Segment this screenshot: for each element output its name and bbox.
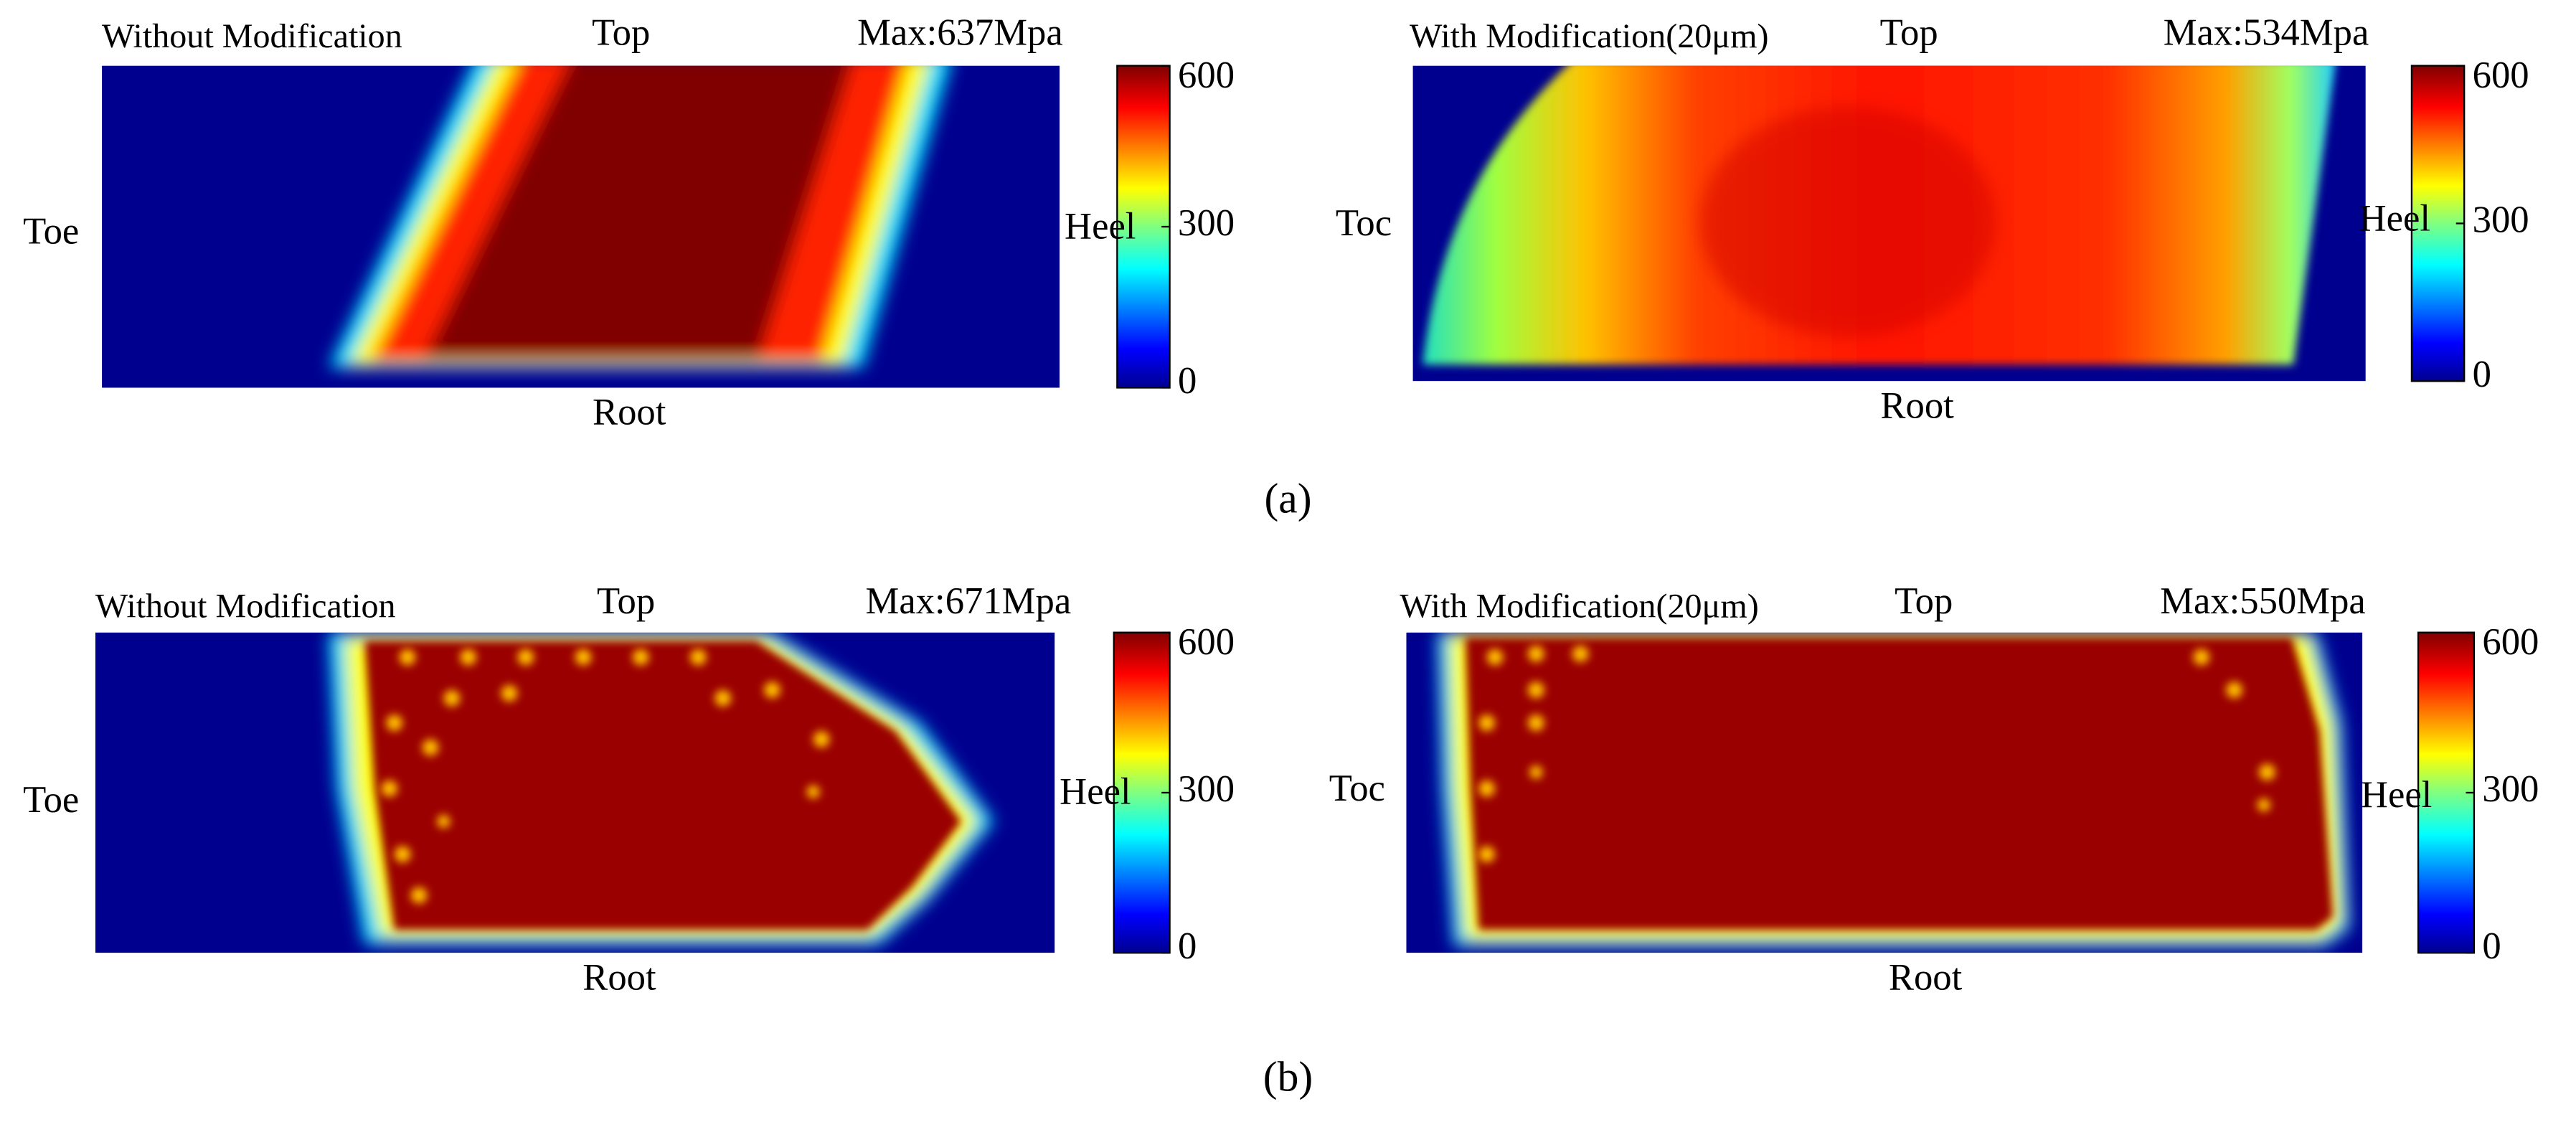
edge-label: Top	[592, 11, 650, 53]
edge-label: Top	[1880, 11, 1938, 53]
colorbar-tick-label: 0	[2482, 925, 2501, 967]
max-label: Max:637Mpa	[857, 11, 1063, 53]
edge-label: Top	[1895, 580, 1953, 622]
edge-label: Root	[1889, 956, 1963, 998]
max-label: Max:550Mpa	[2160, 580, 2366, 622]
colorbar-tick-label: 300	[1178, 768, 1235, 810]
edge-label: Root	[582, 956, 656, 998]
edge-label: Heel	[2359, 197, 2430, 239]
colorbar-tick-label: 300	[1178, 202, 1235, 244]
panel-title: With Modification(20μm)	[1400, 588, 1759, 626]
panel-title: Without Modification	[95, 588, 396, 626]
edge-label: Heel	[1065, 206, 1136, 247]
row-label: (a)	[1264, 474, 1311, 522]
colorbar-tick-label: 0	[1178, 360, 1197, 402]
colorbar-tick-label: 600	[2482, 621, 2539, 663]
stress-map	[1412, 65, 2366, 382]
stress-map	[102, 65, 1060, 388]
edge-label: Top	[597, 580, 655, 622]
edge-label: Root	[1880, 385, 1954, 426]
edge-label: Root	[593, 391, 666, 433]
edge-label: Heel	[2361, 774, 2432, 816]
colorbar-tick-label: 0	[2473, 354, 2491, 395]
edge-label: Heel	[1060, 770, 1131, 812]
colorbar-tick-label: 600	[1178, 55, 1235, 96]
max-label: Max:534Mpa	[2164, 11, 2369, 53]
edge-label: Toc	[1336, 202, 1392, 244]
colorbar-tick-label: 600	[1178, 621, 1235, 663]
colorbar-tick-label: 0	[1178, 925, 1197, 967]
stress-map	[95, 632, 1055, 953]
edge-label: Toe	[23, 779, 79, 821]
panel-title: With Modification(20μm)	[1410, 17, 1769, 55]
colorbar-tick-label: 300	[2482, 768, 2539, 810]
edge-label: Toc	[1329, 768, 1385, 809]
stress-map	[1406, 632, 2363, 953]
colorbar-tick-label: 300	[2473, 199, 2529, 241]
colorbar-tick-label: 600	[2473, 55, 2529, 96]
panel-title: Without Modification	[102, 17, 402, 55]
edge-label: Toe	[23, 211, 79, 253]
max-label: Max:671Mpa	[866, 580, 1072, 622]
row-label: (b)	[1263, 1053, 1313, 1100]
